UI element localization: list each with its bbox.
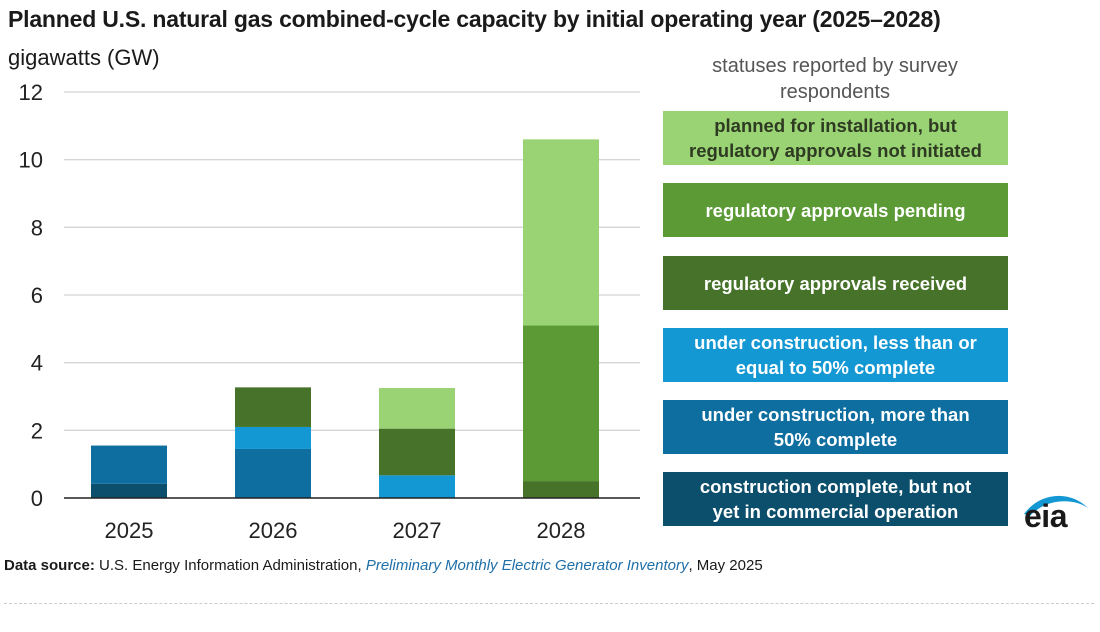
- legend-label-line: regulatory approvals not initiated: [689, 140, 982, 161]
- bar-chart: 0 2 4 6 8 10 12 2025 2026 2027 2028: [19, 80, 640, 543]
- y-tick-label: 8: [31, 215, 43, 240]
- legend-label: construction complete, but not yet in com…: [700, 474, 971, 524]
- legend-item: planned for installation, but regulatory …: [663, 111, 1008, 165]
- bar-segment: [523, 325, 599, 482]
- y-tick-label: 4: [31, 351, 43, 376]
- source-org: U.S. Energy Information Administration,: [94, 557, 366, 574]
- legend-label: planned for installation, but regulatory …: [689, 113, 982, 163]
- bar-segment: [523, 481, 599, 498]
- y-tick-label: 6: [31, 283, 43, 308]
- legend-label-line: regulatory approvals received: [703, 272, 968, 294]
- x-tick-label: 2028: [537, 518, 586, 543]
- chart-title: Planned U.S. natural gas combined-cycle …: [8, 6, 941, 32]
- eia-logo: eia: [1024, 498, 1067, 534]
- x-tick-label: 2027: [393, 518, 442, 543]
- x-tick-label: 2026: [249, 518, 298, 543]
- eia-logo-arc-icon: [1024, 495, 1088, 516]
- legend-label: regulatory approvals pending: [705, 198, 965, 223]
- legend-label-line: 50% complete: [773, 429, 898, 450]
- legend-label-line: under construction, more than: [701, 404, 970, 425]
- y-tick-label: 0: [31, 486, 43, 511]
- bar-segment: [235, 426, 311, 449]
- legend-label-line: equal to 50% complete: [735, 357, 936, 378]
- legend-label-line: planned for installation, but: [714, 115, 957, 136]
- legend-item: regulatory approvals pending: [663, 183, 1008, 237]
- bar-segment: [91, 445, 167, 484]
- legend-label: under construction, more than 50% complet…: [701, 402, 969, 452]
- unit-label: gigawatts (GW): [8, 45, 160, 70]
- legend-title: statuses reported by survey respondents: [712, 55, 958, 103]
- source-date: , May 2025: [688, 557, 763, 574]
- legend-item: under construction, less than or equal to…: [663, 328, 1008, 382]
- legend-item: under construction, more than 50% complet…: [663, 400, 1008, 454]
- footer-divider: [4, 603, 1094, 604]
- legend-label-line: construction complete, but not: [699, 476, 972, 497]
- bar-segment: [235, 387, 311, 427]
- bar-segment: [235, 448, 311, 498]
- legend-label: under construction, less than or equal to…: [694, 330, 977, 380]
- x-tick-label: 2025: [105, 518, 154, 543]
- source-label: Data source:: [4, 557, 95, 574]
- legend-label: regulatory approvals received: [704, 271, 967, 296]
- bar-segment: [379, 388, 455, 429]
- legend-label-line: regulatory approvals pending: [705, 199, 966, 221]
- legend-item: regulatory approvals received: [663, 256, 1008, 310]
- legend-label-line: under construction, less than or: [694, 332, 977, 353]
- bar-segment: [523, 139, 599, 326]
- y-tick-label: 12: [19, 80, 43, 105]
- bar-segment: [379, 475, 455, 498]
- source-publication[interactable]: Preliminary Monthly Electric Generator I…: [365, 557, 689, 574]
- bar-segment: [379, 428, 455, 476]
- legend-item: construction complete, but not yet in com…: [663, 472, 1008, 526]
- bar-segment: [91, 483, 167, 498]
- data-source-note: Data source: U.S. Energy Information Adm…: [4, 557, 763, 574]
- legend-label-line: yet in commercial operation: [712, 501, 959, 522]
- y-tick-label: 2: [31, 418, 43, 443]
- y-tick-label: 10: [19, 148, 43, 173]
